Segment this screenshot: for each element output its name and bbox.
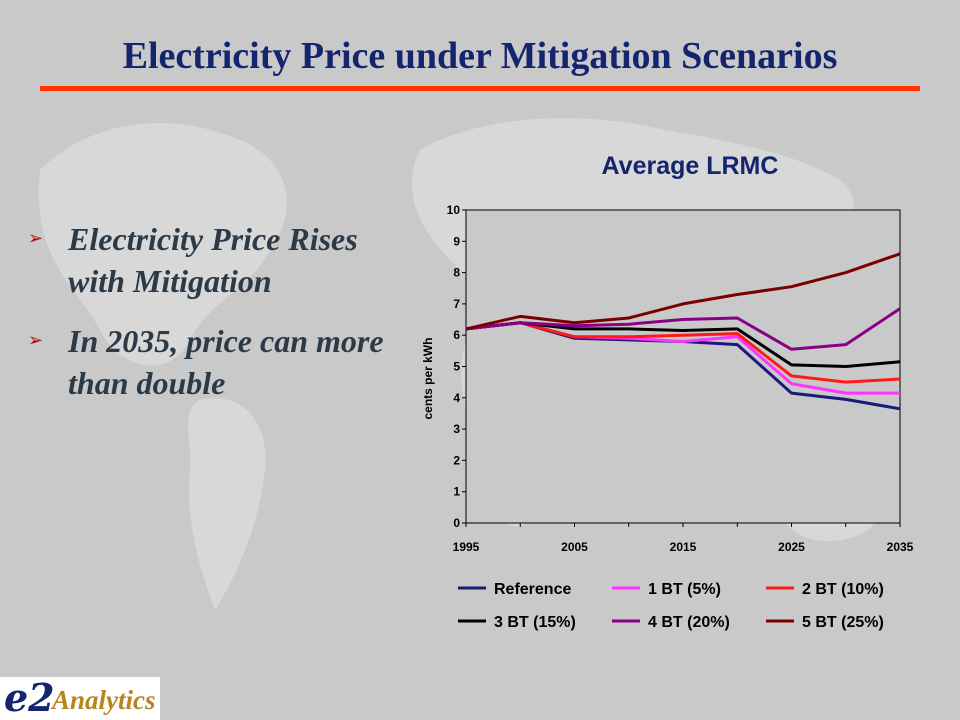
y-tick-label: 9: [453, 234, 460, 248]
bullet-item: ➢ In 2035, price can more than double: [28, 320, 408, 404]
legend-label: 1 BT (5%): [648, 581, 721, 598]
x-tick-label: 2005: [561, 540, 588, 554]
y-tick-label: 4: [453, 391, 460, 405]
x-tick-label: 2015: [670, 540, 697, 554]
series-lines: [465, 252, 901, 411]
legend-label: 3 BT (15%): [494, 614, 576, 631]
bullet-list: ➢ Electricity Price Rises with Mitigatio…: [28, 218, 408, 422]
series-line-5: [465, 252, 901, 331]
e2-analytics-logo: e2 Analytics: [0, 677, 160, 720]
axes: [462, 209, 901, 527]
y-tick-label: 1: [453, 485, 460, 499]
y-tick-label: 0: [453, 516, 460, 530]
tick-labels: 0 1 2 3 4 5 6 7 8 9 10 1995 2005 2015 2025 2035: [447, 203, 914, 554]
y-tick-label: 7: [453, 297, 460, 311]
legend-label: 2 BT (10%): [802, 581, 884, 598]
x-tick-label: 2035: [887, 540, 914, 554]
y-tick-label: 8: [453, 266, 460, 280]
series-line-2: [465, 321, 901, 384]
legend: Reference 1 BT (5%) 2 BT (10%) 3 BT (15%) 4 …: [458, 581, 884, 631]
y-axis-label: cents per kWh: [421, 337, 435, 419]
bullet-text: Electricity Price Rises with Mitigation: [68, 221, 358, 299]
chart-title: Average LRMC: [602, 152, 779, 180]
bullet-item: ➢ Electricity Price Rises with Mitigatio…: [28, 218, 408, 302]
legend-label: 4 BT (20%): [648, 614, 730, 631]
y-tick-label: 10: [447, 203, 461, 217]
y-tick-label: 6: [453, 328, 460, 342]
y-tick-label: 5: [453, 360, 460, 374]
title-underline: [40, 86, 920, 91]
y-tick-label: 2: [453, 453, 460, 467]
x-tick-label: 2025: [778, 540, 805, 554]
logo-mark: e2: [4, 677, 55, 720]
series-line-4: [465, 307, 901, 351]
arrow-bullet-icon: ➢: [28, 330, 44, 351]
y-tick-label: 3: [453, 422, 460, 436]
legend-label: 5 BT (25%): [802, 614, 884, 631]
logo-word: Analytics: [52, 685, 156, 715]
legend-label: Reference: [494, 581, 571, 598]
bullet-text: In 2035, price can more than double: [68, 323, 384, 401]
arrow-bullet-icon: ➢: [28, 228, 44, 249]
slide-title: Electricity Price under Mitigation Scena…: [122, 35, 838, 77]
x-tick-label: 1995: [453, 540, 480, 554]
